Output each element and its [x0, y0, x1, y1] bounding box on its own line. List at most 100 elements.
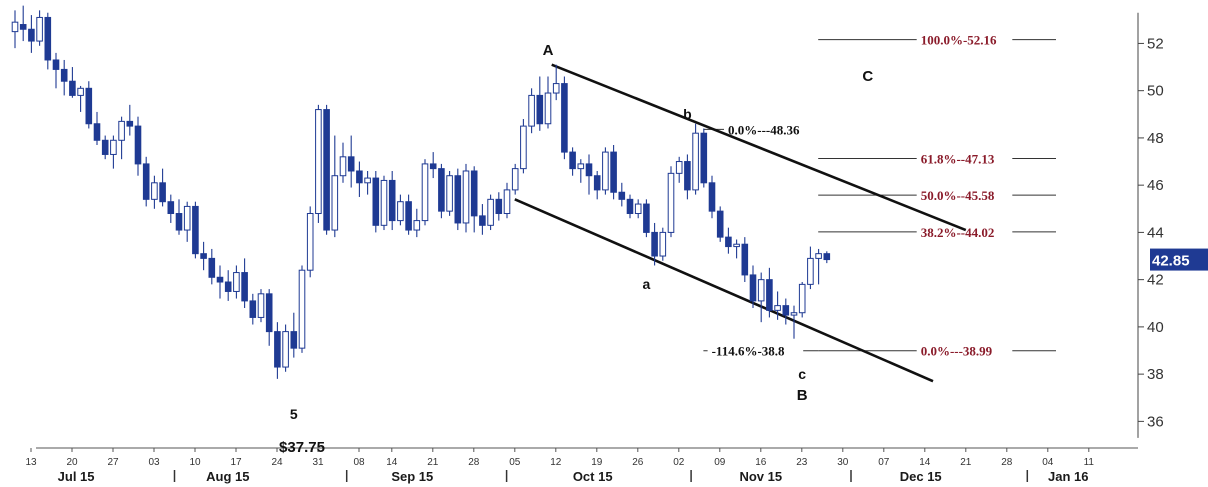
x-tick-label: 12	[550, 457, 562, 468]
candle-down	[159, 182, 166, 203]
x-tick-label: 03	[148, 457, 160, 468]
candle-up	[36, 16, 43, 42]
x-tick-label: 17	[230, 457, 242, 468]
x-tick-label: 26	[632, 457, 644, 468]
candle-down	[651, 231, 658, 257]
candle-down	[708, 182, 716, 212]
month-label: Nov 15	[739, 469, 782, 484]
candle-down	[167, 201, 175, 215]
y-axis: 52 50 48 46 44 42 40 38 36	[1137, 12, 1164, 438]
fib-label: 38.2%--44.02	[921, 225, 995, 240]
candle-down	[208, 257, 216, 278]
candle-down	[684, 161, 691, 191]
candle-up	[421, 163, 429, 222]
candle-down	[405, 201, 412, 231]
candle-down	[388, 179, 396, 222]
wave-label: B	[797, 387, 808, 404]
x-tick-label: 13	[25, 457, 37, 468]
x-tick-label: 14	[919, 457, 931, 468]
channel-line	[551, 63, 967, 232]
y-tick-label: 44	[1147, 224, 1164, 241]
month-label: Jan 16	[1048, 469, 1088, 484]
month-label: Aug 15	[206, 469, 249, 484]
fib-label-bg	[916, 341, 1013, 359]
candle-down	[85, 87, 93, 125]
candle-down	[782, 305, 790, 316]
wave-label: C	[862, 68, 873, 85]
fib-label-bg	[916, 149, 1013, 167]
candle-down	[323, 109, 330, 231]
candle-down	[536, 94, 544, 125]
candles	[11, 5, 831, 379]
candle-up	[667, 172, 675, 233]
y-tick-label: 50	[1147, 83, 1164, 100]
month-label: Sep 15	[391, 469, 433, 484]
y-tick-label: 48	[1147, 130, 1164, 147]
candle-up	[77, 87, 84, 96]
x-tick-label: 07	[878, 457, 890, 468]
candle-up	[413, 220, 421, 231]
candle-down	[610, 151, 617, 193]
fib-label: 50.0%--45.58	[921, 188, 995, 203]
candle-down	[93, 123, 101, 141]
candle-down	[429, 163, 437, 170]
fib-label: 61.8%--47.13	[921, 151, 995, 166]
candle-down	[126, 120, 134, 127]
x-tick-label: 28	[468, 457, 480, 468]
wave-label: c	[798, 366, 806, 382]
x-tick-label: 28	[1001, 457, 1013, 468]
candle-up	[315, 109, 322, 215]
candle-up	[552, 83, 560, 94]
candle-up	[520, 125, 527, 170]
candle-down	[585, 163, 593, 177]
candle-up	[544, 92, 552, 125]
x-tick-label: 05	[509, 457, 521, 468]
candle-down	[142, 163, 150, 200]
candle-up	[774, 305, 781, 311]
x-tick-label: 21	[960, 457, 972, 468]
candle-up	[733, 243, 740, 248]
candle-down	[438, 168, 445, 212]
candle-down	[192, 205, 199, 255]
candle-up	[692, 132, 699, 191]
candle-up	[233, 272, 240, 292]
x-tick-label: 02	[673, 457, 685, 468]
x-tick-label: 19	[591, 457, 603, 468]
x-tick-label: 11	[1084, 457, 1095, 468]
candle-up	[151, 182, 158, 200]
candle-down	[69, 80, 76, 96]
candle-up	[757, 279, 765, 302]
x-tick-label: 24	[271, 457, 283, 468]
candle-up	[503, 189, 511, 215]
candle-down	[28, 28, 35, 42]
candle-down	[249, 300, 257, 318]
fib-label: 100.0%-52.16	[921, 33, 997, 48]
x-tick-label: 10	[189, 457, 201, 468]
fib-label-bg	[707, 341, 804, 359]
y-tick-label: 38	[1147, 366, 1164, 383]
x-tick-label: 20	[66, 457, 78, 468]
candle-down	[495, 198, 503, 215]
fib-label: 0.0%---48.36	[728, 122, 800, 137]
x-tick-label: 23	[796, 457, 808, 468]
candle-up	[306, 213, 314, 271]
candle-up	[462, 170, 470, 224]
fib-label-bg	[916, 30, 1013, 48]
candle-up	[798, 283, 806, 314]
candle-up	[118, 120, 125, 141]
candle-down	[700, 132, 708, 184]
x-tick-label: 09	[714, 457, 726, 468]
x-tick-label: 27	[107, 457, 119, 468]
candle-down	[643, 203, 650, 233]
candle-down	[52, 59, 60, 70]
candle-up	[11, 21, 19, 33]
candle-up	[790, 312, 798, 316]
x-tick-label: 30	[837, 457, 849, 468]
fib-label: 0.0%---38.99	[921, 344, 993, 359]
candle-down	[593, 175, 601, 191]
candle-up	[331, 175, 339, 231]
candle-down	[274, 331, 281, 368]
candle-up	[577, 163, 585, 170]
candle-down	[134, 125, 142, 165]
candle-down	[479, 215, 486, 226]
